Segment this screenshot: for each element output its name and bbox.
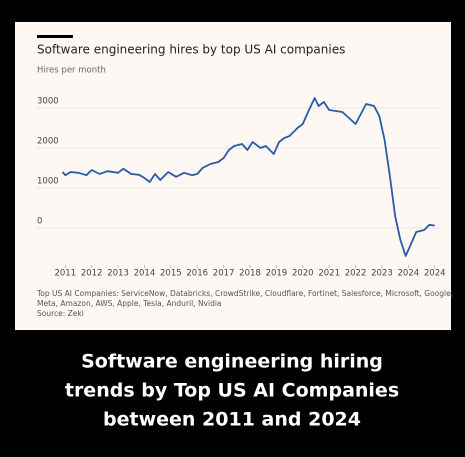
caption: trends by Top US AI Companies <box>65 380 399 402</box>
x-tick-label: 2017 <box>213 269 235 279</box>
x-tick-label: 2012 <box>81 269 103 279</box>
y-tick-label: 3000 <box>37 97 59 107</box>
x-tick-label: 2016 <box>186 269 208 279</box>
x-tick-label: 2013 <box>107 269 129 279</box>
x-tick-label: 2023 <box>371 269 393 279</box>
x-tick-label: 2024 <box>398 269 420 279</box>
x-tick-label: 2011 <box>54 269 76 279</box>
y-tick-label: 1000 <box>37 177 59 187</box>
x-tick-label: 2022 <box>345 269 367 279</box>
note: Source: Zeki <box>37 309 84 318</box>
note: Top US AI Companies: ServiceNow, Databri… <box>36 289 453 298</box>
series-line <box>61 97 435 257</box>
caption: between 2011 and 2024 <box>103 409 361 431</box>
x-tick-label: 2019 <box>266 269 288 279</box>
x-tick-label: 2020 <box>292 269 314 279</box>
x-tick-label: 2015 <box>160 269 182 279</box>
note: Meta, Amazon, AWS, Apple, Tesla, Anduril… <box>37 299 222 308</box>
y-tick-label: 2000 <box>37 137 59 147</box>
chart-subtitle: Hires per month <box>37 66 106 76</box>
chart-title: Software engineering hires by top US AI … <box>37 43 345 57</box>
x-tick-label: 2024 <box>424 269 446 279</box>
brand-bar <box>37 35 73 38</box>
x-tick-label: 2021 <box>318 269 340 279</box>
x-tick-label: 2018 <box>239 269 261 279</box>
y-tick-label: 0 <box>37 217 42 227</box>
chart-panel <box>15 22 451 330</box>
x-tick-label: 2014 <box>134 269 156 279</box>
caption: Software engineering hiring <box>81 351 383 373</box>
